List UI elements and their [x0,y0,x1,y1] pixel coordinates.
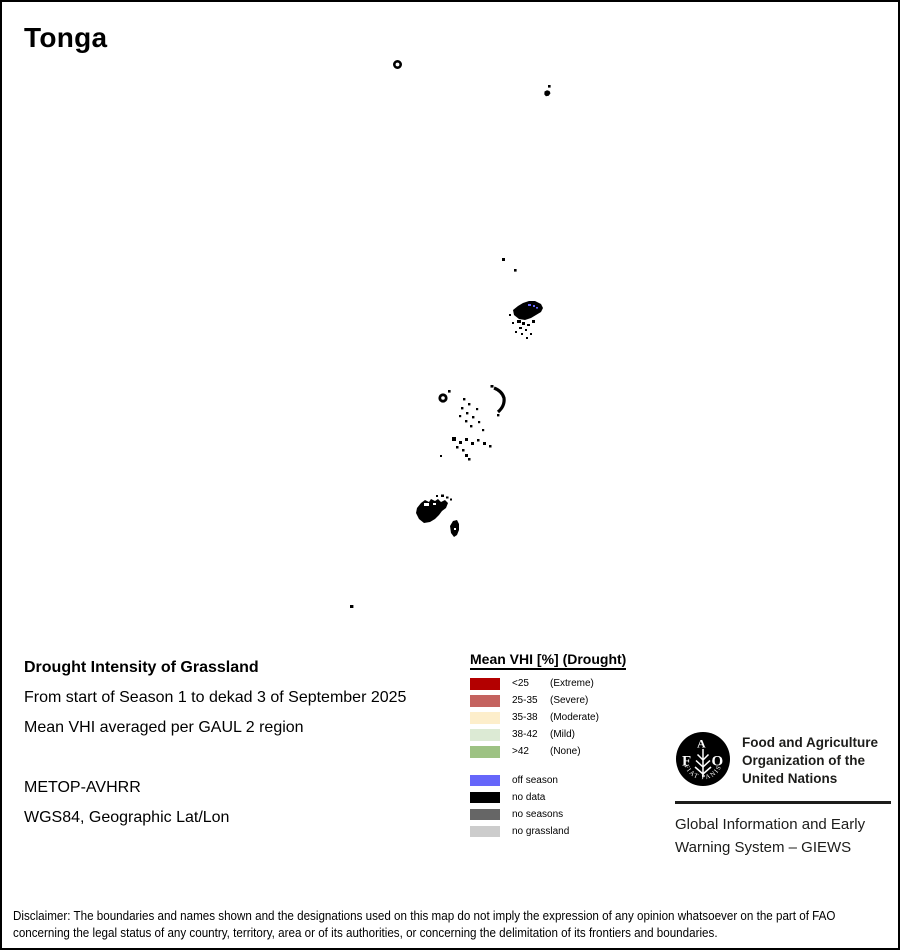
island-fonualei [502,258,505,261]
fao-logo-icon: F A O FIAT PANIS [676,732,730,786]
giews-line: Global Information and Early [675,816,866,833]
legend-row-extreme: <25 (Extreme) [470,675,626,692]
legend-row-mild: 38-42 (Mild) [470,726,626,743]
map-period-line: From start of Season 1 to dekad 3 of Sep… [24,689,407,706]
page-title: Tonga [24,22,108,53]
legend-label: (Mild) [550,729,575,740]
disclaimer: Disclaimer: The boundaries and names sho… [13,908,898,942]
island-vavau-group [509,301,543,339]
legend-label: (Extreme) [550,678,594,689]
fao-logo-letter-f: F [682,754,691,770]
island-eua [450,520,459,537]
island-tongatapu [416,494,452,523]
giews-name: Global Information and Early Warning Sys… [675,813,891,859]
legend-range: >42 [512,746,529,757]
legend-title: Mean VHI [%] (Drought) [470,651,627,670]
island-niuafoou [392,59,402,69]
giews-line: Warning System – GIEWS [675,839,852,856]
legend-range: 25-35 [512,695,538,706]
map-projection-line: WGS84, Geographic Lat/Lon [24,809,230,826]
legend-label: (Moderate) [550,712,599,723]
legend: Mean VHI [%] (Drought) <25 (Extreme) 25-… [470,651,627,840]
legend-row-none: >42 (None) [470,743,626,760]
fao-org-name: Food and Agriculture Organization of the… [742,731,878,788]
fao-logo-letter-o: O [712,754,724,770]
legend-row-severe: 25-35 (Severe) [470,692,626,709]
legend-status-block: off season no data no seasons no grassla… [470,772,626,840]
legend-swatch-mild [470,728,500,741]
legend-swatch-no-seasons [470,809,500,820]
legend-row-no-seasons: no seasons [470,806,626,823]
map-subject-heading: Drought Intensity of Grassland [24,659,259,676]
legend-swatch-moderate [470,711,500,724]
island-haapai-group [438,385,506,461]
island-toku [514,269,517,272]
legend-row-no-grassland: no grassland [470,823,626,840]
legend-range: <25 [512,678,529,689]
map-aggregation-line: Mean VHI averaged per GAUL 2 region [24,719,304,736]
tonga-map-canvas [350,59,551,608]
fao-footer: F A O FIAT PANIS Food and Agriculture Or… [675,731,891,859]
legend-label: no seasons [512,809,564,820]
disclaimer-line: Disclaimer: The boundaries and names sho… [13,909,836,923]
legend-row-off-season: off season [470,772,626,789]
legend-label: off season [512,775,558,786]
legend-row-moderate: 35-38 (Moderate) [470,709,626,726]
legend-row-no-data: no data [470,789,626,806]
legend-swatch-extreme [470,677,500,690]
fao-logo-letter-a: A [697,737,706,751]
fao-org-line: Food and Agriculture [742,735,878,750]
map-sensor-line: METOP-AVHRR [24,779,141,796]
legend-swatch-off-season [470,775,500,786]
legend-label: no data [512,792,546,803]
fao-divider-rule [675,801,891,804]
fao-org-line: Organization of the [742,753,865,768]
legend-range: 35-38 [512,712,538,723]
legend-label: (None) [550,746,581,757]
legend-label: (Severe) [550,695,589,706]
legend-swatch-none [470,745,500,758]
legend-range: 38-42 [512,729,538,740]
legend-label: no grassland [512,826,570,837]
legend-swatch-severe [470,694,500,707]
island-ata [350,605,354,608]
disclaimer-line: concerning the legal status of any count… [13,926,718,940]
legend-swatch-no-data [470,792,500,803]
fao-org-line: United Nations [742,771,838,786]
island-niuatoputapu [544,85,551,97]
legend-swatch-no-grassland [470,826,500,837]
fao-logo-wheat-ear [694,749,712,777]
